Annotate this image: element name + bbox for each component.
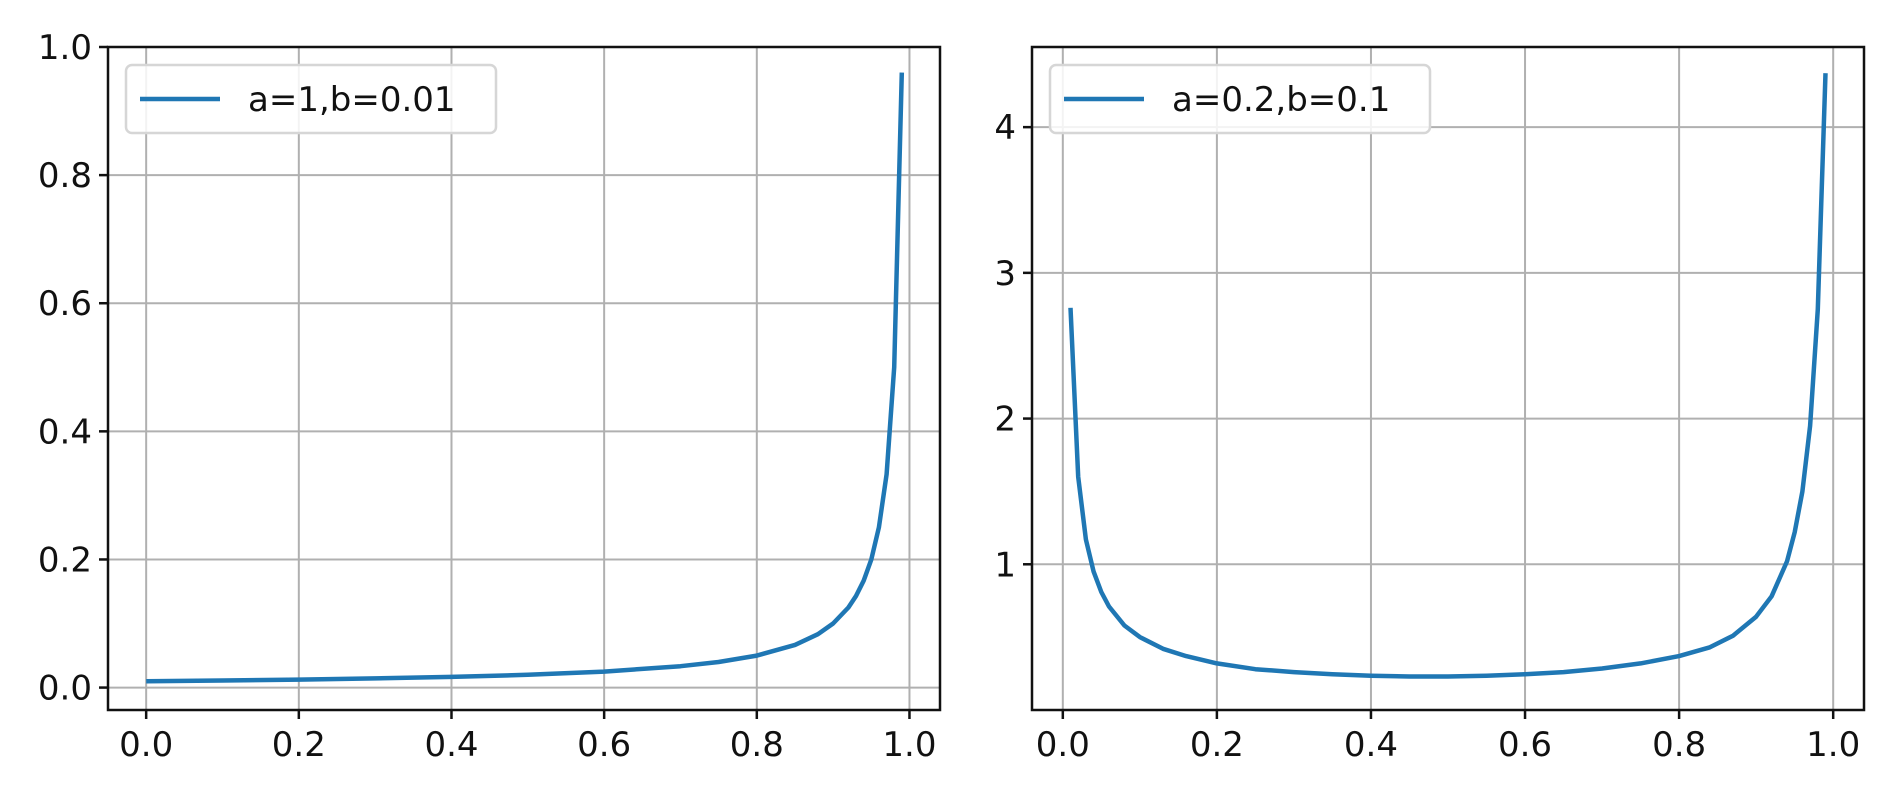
y-tick-label: 0.0 xyxy=(38,669,92,709)
x-tick-label: 0.4 xyxy=(1344,725,1398,765)
x-tick-label: 1.0 xyxy=(882,725,936,765)
legend-box xyxy=(124,63,498,135)
x-tick-label: 0.0 xyxy=(1036,725,1090,765)
y-tick-label: 1 xyxy=(994,545,1016,585)
x-tick-label: 0.6 xyxy=(1498,725,1552,765)
x-tick-label: 1.0 xyxy=(1806,725,1860,765)
x-tick-label: 0.6 xyxy=(577,725,631,765)
y-tick-label: 0.6 xyxy=(38,284,92,324)
x-tick-label: 0.0 xyxy=(119,725,173,765)
y-tick-label: 4 xyxy=(994,108,1016,148)
x-tick-label: 0.2 xyxy=(1190,725,1244,765)
axes-frame xyxy=(106,45,942,712)
series-line-1 xyxy=(1068,73,1828,679)
chart-panel-1: 0.0 0.2 0.4 0.6 0.8 1.0 0.0 0.2 0.4 0.6 0.8 1.0 a=1,… xyxy=(38,28,942,765)
chart-panel-2: 0.0 0.2 0.4 0.6 0.8 1.0 1 2 3 4 a=0.2,b=0.1 xyxy=(994,45,1866,765)
legend-label: a=1,b=0.01 xyxy=(248,80,456,120)
x-tick-label: 0.8 xyxy=(730,725,784,765)
legend: a=0.2,b=0.1 xyxy=(1048,63,1432,135)
legend: a=1,b=0.01 xyxy=(124,63,498,135)
legend-label: a=0.2,b=0.1 xyxy=(1172,80,1390,120)
x-tick-label: 0.8 xyxy=(1652,725,1706,765)
x-tick-label: 0.2 xyxy=(272,725,326,765)
y-tick-label: 1.0 xyxy=(38,28,92,68)
series-line-1 xyxy=(146,72,905,684)
y-tick-label: 0.4 xyxy=(38,412,92,452)
axes-frame xyxy=(1030,45,1866,712)
y-tick-label: 2 xyxy=(994,400,1016,440)
y-tick-label: 0.8 xyxy=(38,156,92,196)
y-tick-label: 3 xyxy=(994,254,1016,294)
legend-box xyxy=(1048,63,1432,135)
x-tick-label: 0.4 xyxy=(424,725,478,765)
y-tick-label: 0.2 xyxy=(38,540,92,580)
